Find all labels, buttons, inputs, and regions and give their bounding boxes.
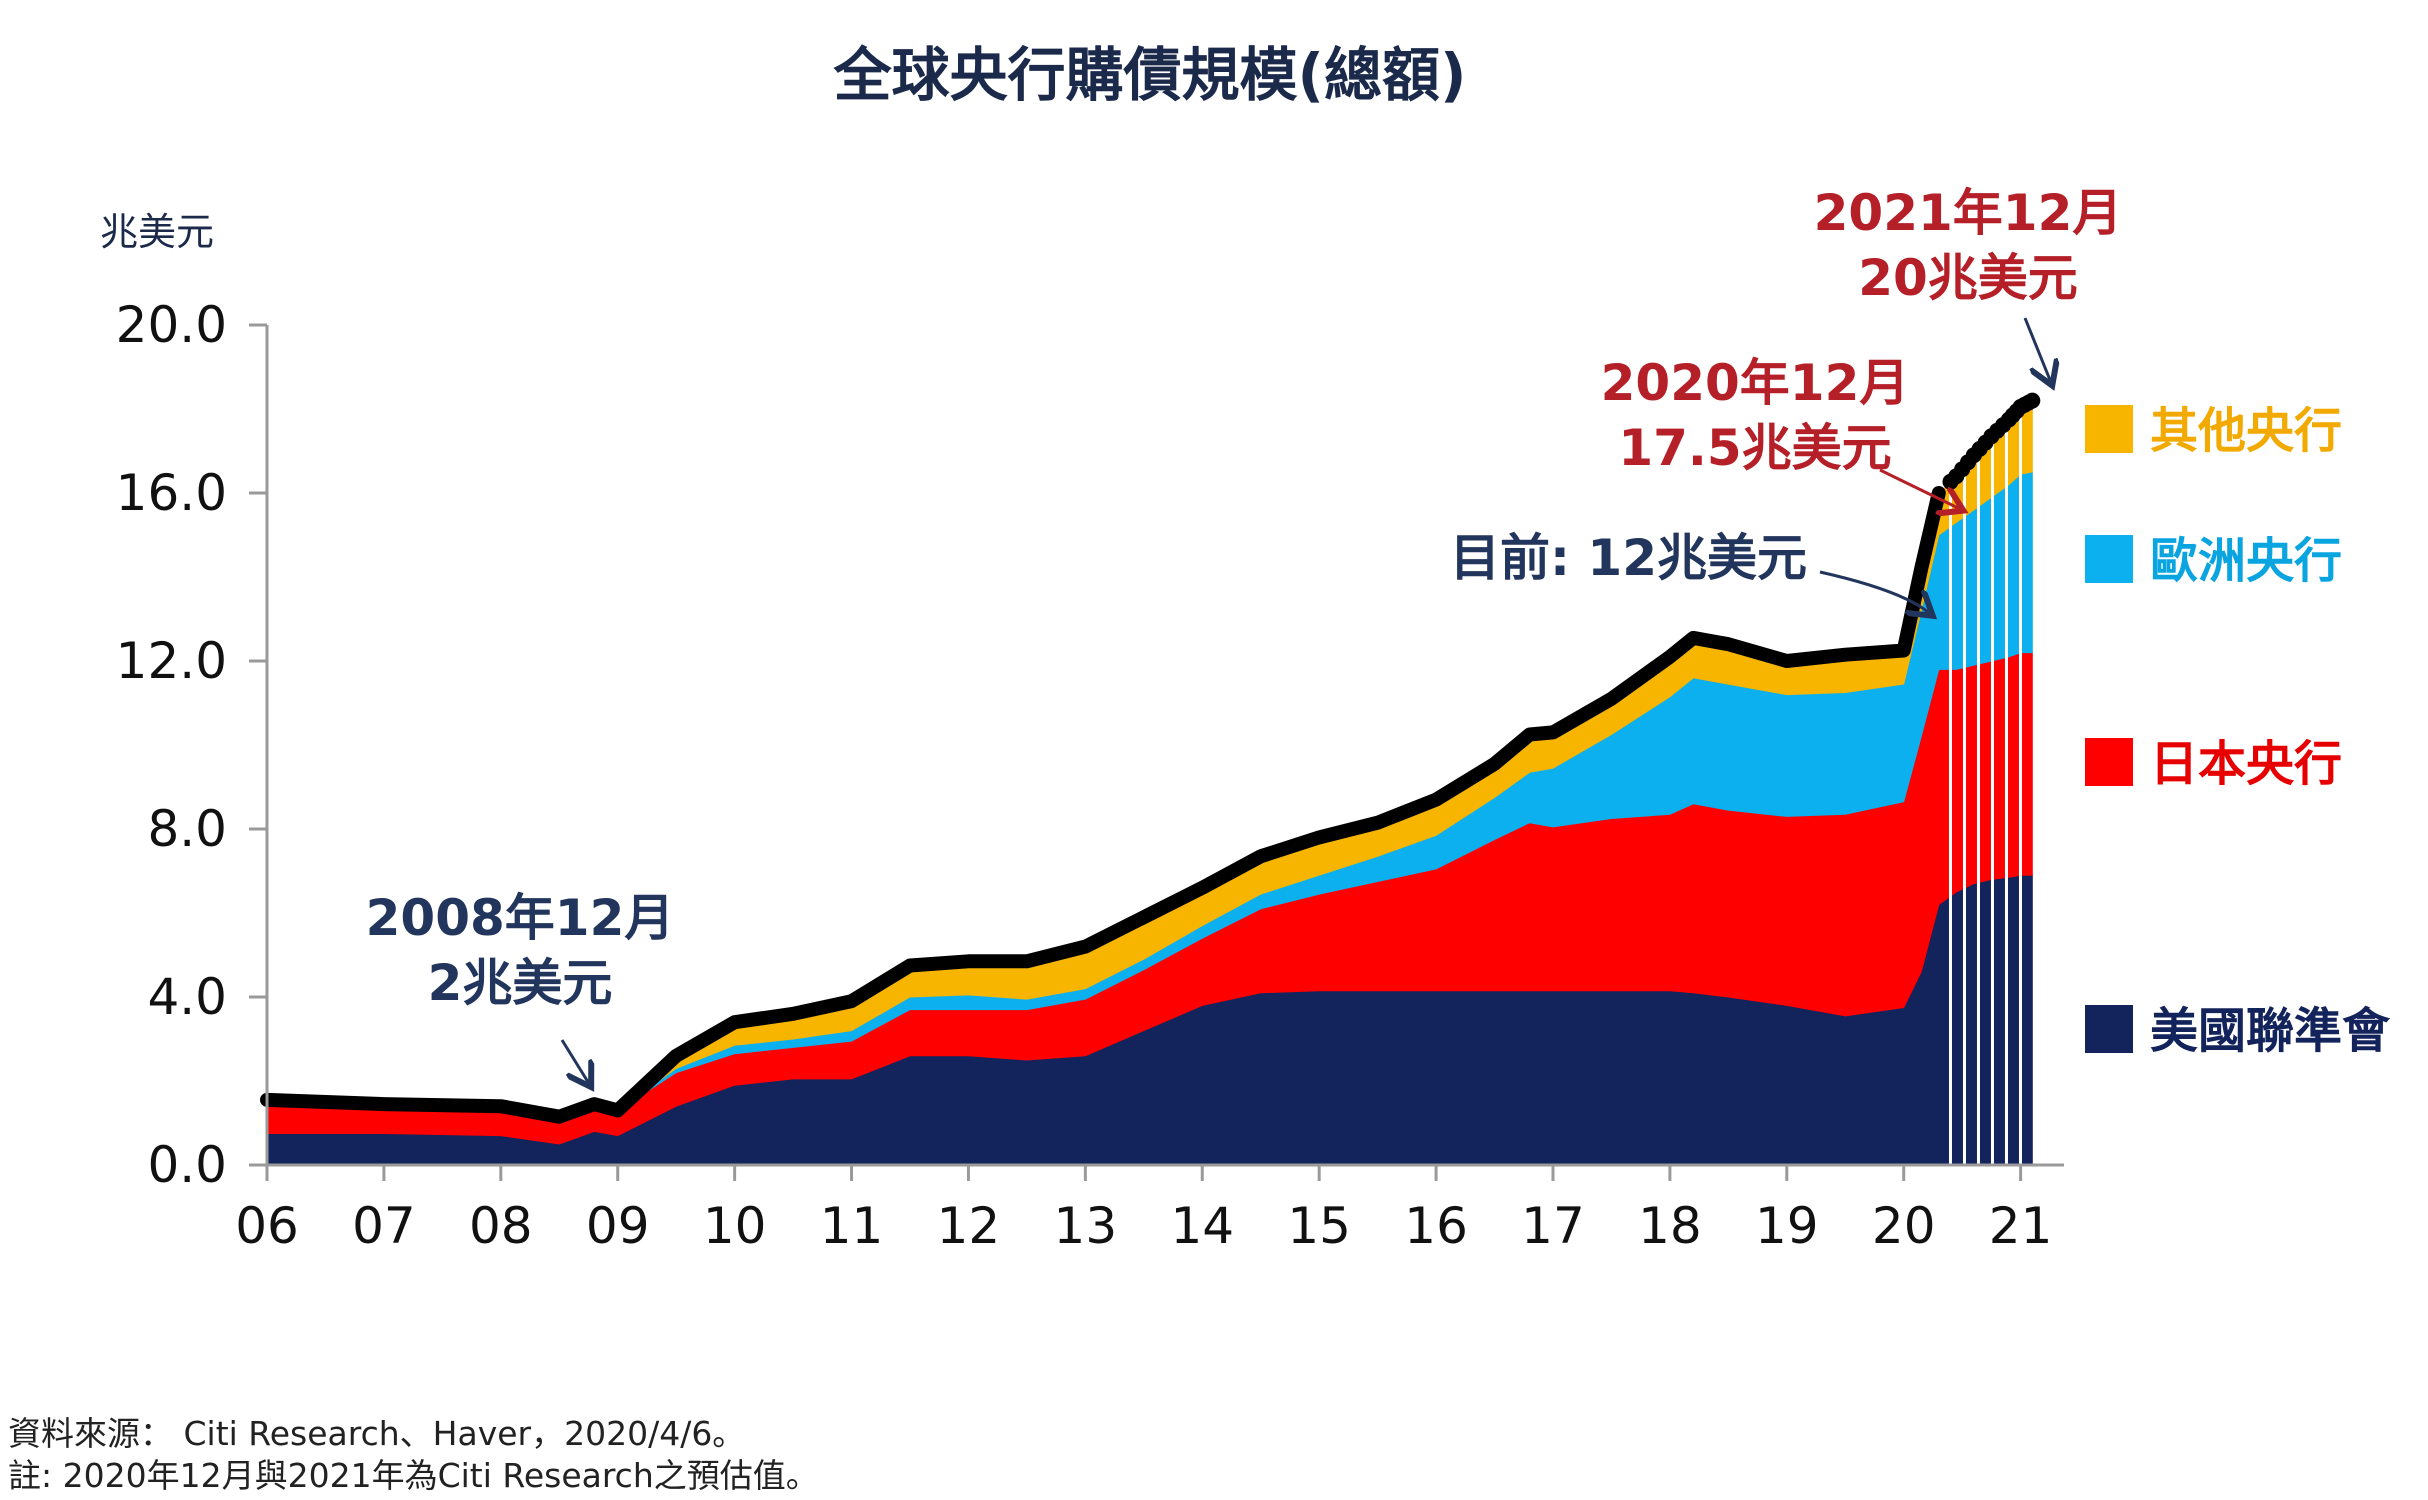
- y-axis-label: 兆美元: [100, 210, 214, 254]
- legend-label-fed: 美國聯準會: [2150, 1003, 2391, 1059]
- legend-item-fed: 美國聯準會: [2085, 1003, 2391, 1059]
- annotation-2008: 2008年12月 2兆美元: [366, 889, 675, 1082]
- legend-item-boj: 日本央行: [2085, 736, 2342, 792]
- annotation-2020-line1: 2020年12月: [1601, 354, 1910, 412]
- annotation-2020: 2020年12月 17.5兆美元: [1601, 354, 1958, 508]
- x-tick-label: 10: [703, 1197, 767, 1255]
- annotation-2021-arrow: [2023, 317, 2050, 380]
- x-tick-label: 14: [1170, 1197, 1234, 1255]
- y-ticks: 0.0 4.0 8.0 12.0 16.0 20.0: [116, 296, 267, 1194]
- y-tick-label: 4.0: [147, 968, 227, 1026]
- y-tick-label: 0.0: [147, 1136, 227, 1194]
- x-tick-label: 07: [352, 1197, 416, 1255]
- y-tick-label: 16.0: [116, 464, 227, 522]
- x-tick-label: 18: [1638, 1197, 1702, 1255]
- legend-swatch-fed: [2085, 1005, 2133, 1053]
- annotation-2008-line1: 2008年12月: [366, 889, 675, 947]
- legend-label-boj: 日本央行: [2150, 736, 2342, 792]
- legend-swatch-other: [2085, 405, 2133, 453]
- total-line: [260, 392, 2041, 1124]
- annotation-2021-line1: 2021年12月: [1814, 184, 2123, 242]
- x-tick-label: 21: [1989, 1197, 2053, 1255]
- x-tick-label: 16: [1404, 1197, 1468, 1255]
- source-line-1: 資料來源： Citi Research、Haver，2020/4/6。: [8, 1414, 745, 1453]
- legend-item-other: 其他央行: [2085, 403, 2342, 459]
- x-tick-label: 15: [1287, 1197, 1351, 1255]
- annotation-2020-line2: 17.5兆美元: [1618, 419, 1891, 477]
- legend-label-other: 其他央行: [2150, 403, 2342, 459]
- annotation-current-text: 目前: 12兆美元: [1450, 529, 1807, 587]
- above-total-mask: [267, 285, 2033, 1117]
- x-tick-label: 08: [469, 1197, 533, 1255]
- legend-swatch-ecb: [2085, 535, 2133, 583]
- chart-title: 全球央行購債規模(總額): [832, 41, 1466, 109]
- y-tick-label: 8.0: [147, 800, 227, 858]
- legend-item-ecb: 歐洲央行: [2085, 533, 2342, 589]
- y-tick-label: 20.0: [116, 296, 227, 354]
- x-ticks: 06 07 08 09 10 11 12 13 14 15 16 17 18 19 20 21: [235, 1165, 2052, 1255]
- x-tick-label: 20: [1872, 1197, 1936, 1255]
- annotation-2021: 2021年12月 20兆美元: [1814, 184, 2123, 380]
- x-tick-label: 11: [820, 1197, 884, 1255]
- x-tick-label: 06: [235, 1197, 299, 1255]
- forecast-dot: [2024, 392, 2041, 409]
- y-tick-label: 12.0: [116, 632, 227, 690]
- x-tick-label: 09: [586, 1197, 650, 1255]
- x-tick-label: 12: [937, 1197, 1001, 1255]
- annotation-2020-arrow: [1879, 468, 1958, 508]
- legend-swatch-boj: [2085, 738, 2133, 786]
- total-line-actual: [260, 486, 1946, 1124]
- annotation-2008-arrow: [560, 1039, 588, 1082]
- annotation-current-arrow: [1819, 570, 1928, 612]
- annotation-2021-line2: 20兆美元: [1858, 249, 2078, 307]
- legend-label-ecb: 歐洲央行: [2150, 533, 2342, 589]
- axes: [265, 325, 2064, 1167]
- x-tick-label: 19: [1755, 1197, 1819, 1255]
- annotation-current: 目前: 12兆美元: [1450, 529, 1928, 612]
- x-tick-label: 13: [1054, 1197, 1118, 1255]
- source-line-2: 註: 2020年12月與2021年為Citi Research之預估值。: [8, 1456, 819, 1495]
- forecast-stripes: [267, 285, 2033, 1165]
- annotation-2008-line2: 2兆美元: [428, 954, 613, 1012]
- legend: 其他央行 歐洲央行 日本央行 美國聯準會: [2085, 403, 2391, 1059]
- x-tick-label: 17: [1521, 1197, 1585, 1255]
